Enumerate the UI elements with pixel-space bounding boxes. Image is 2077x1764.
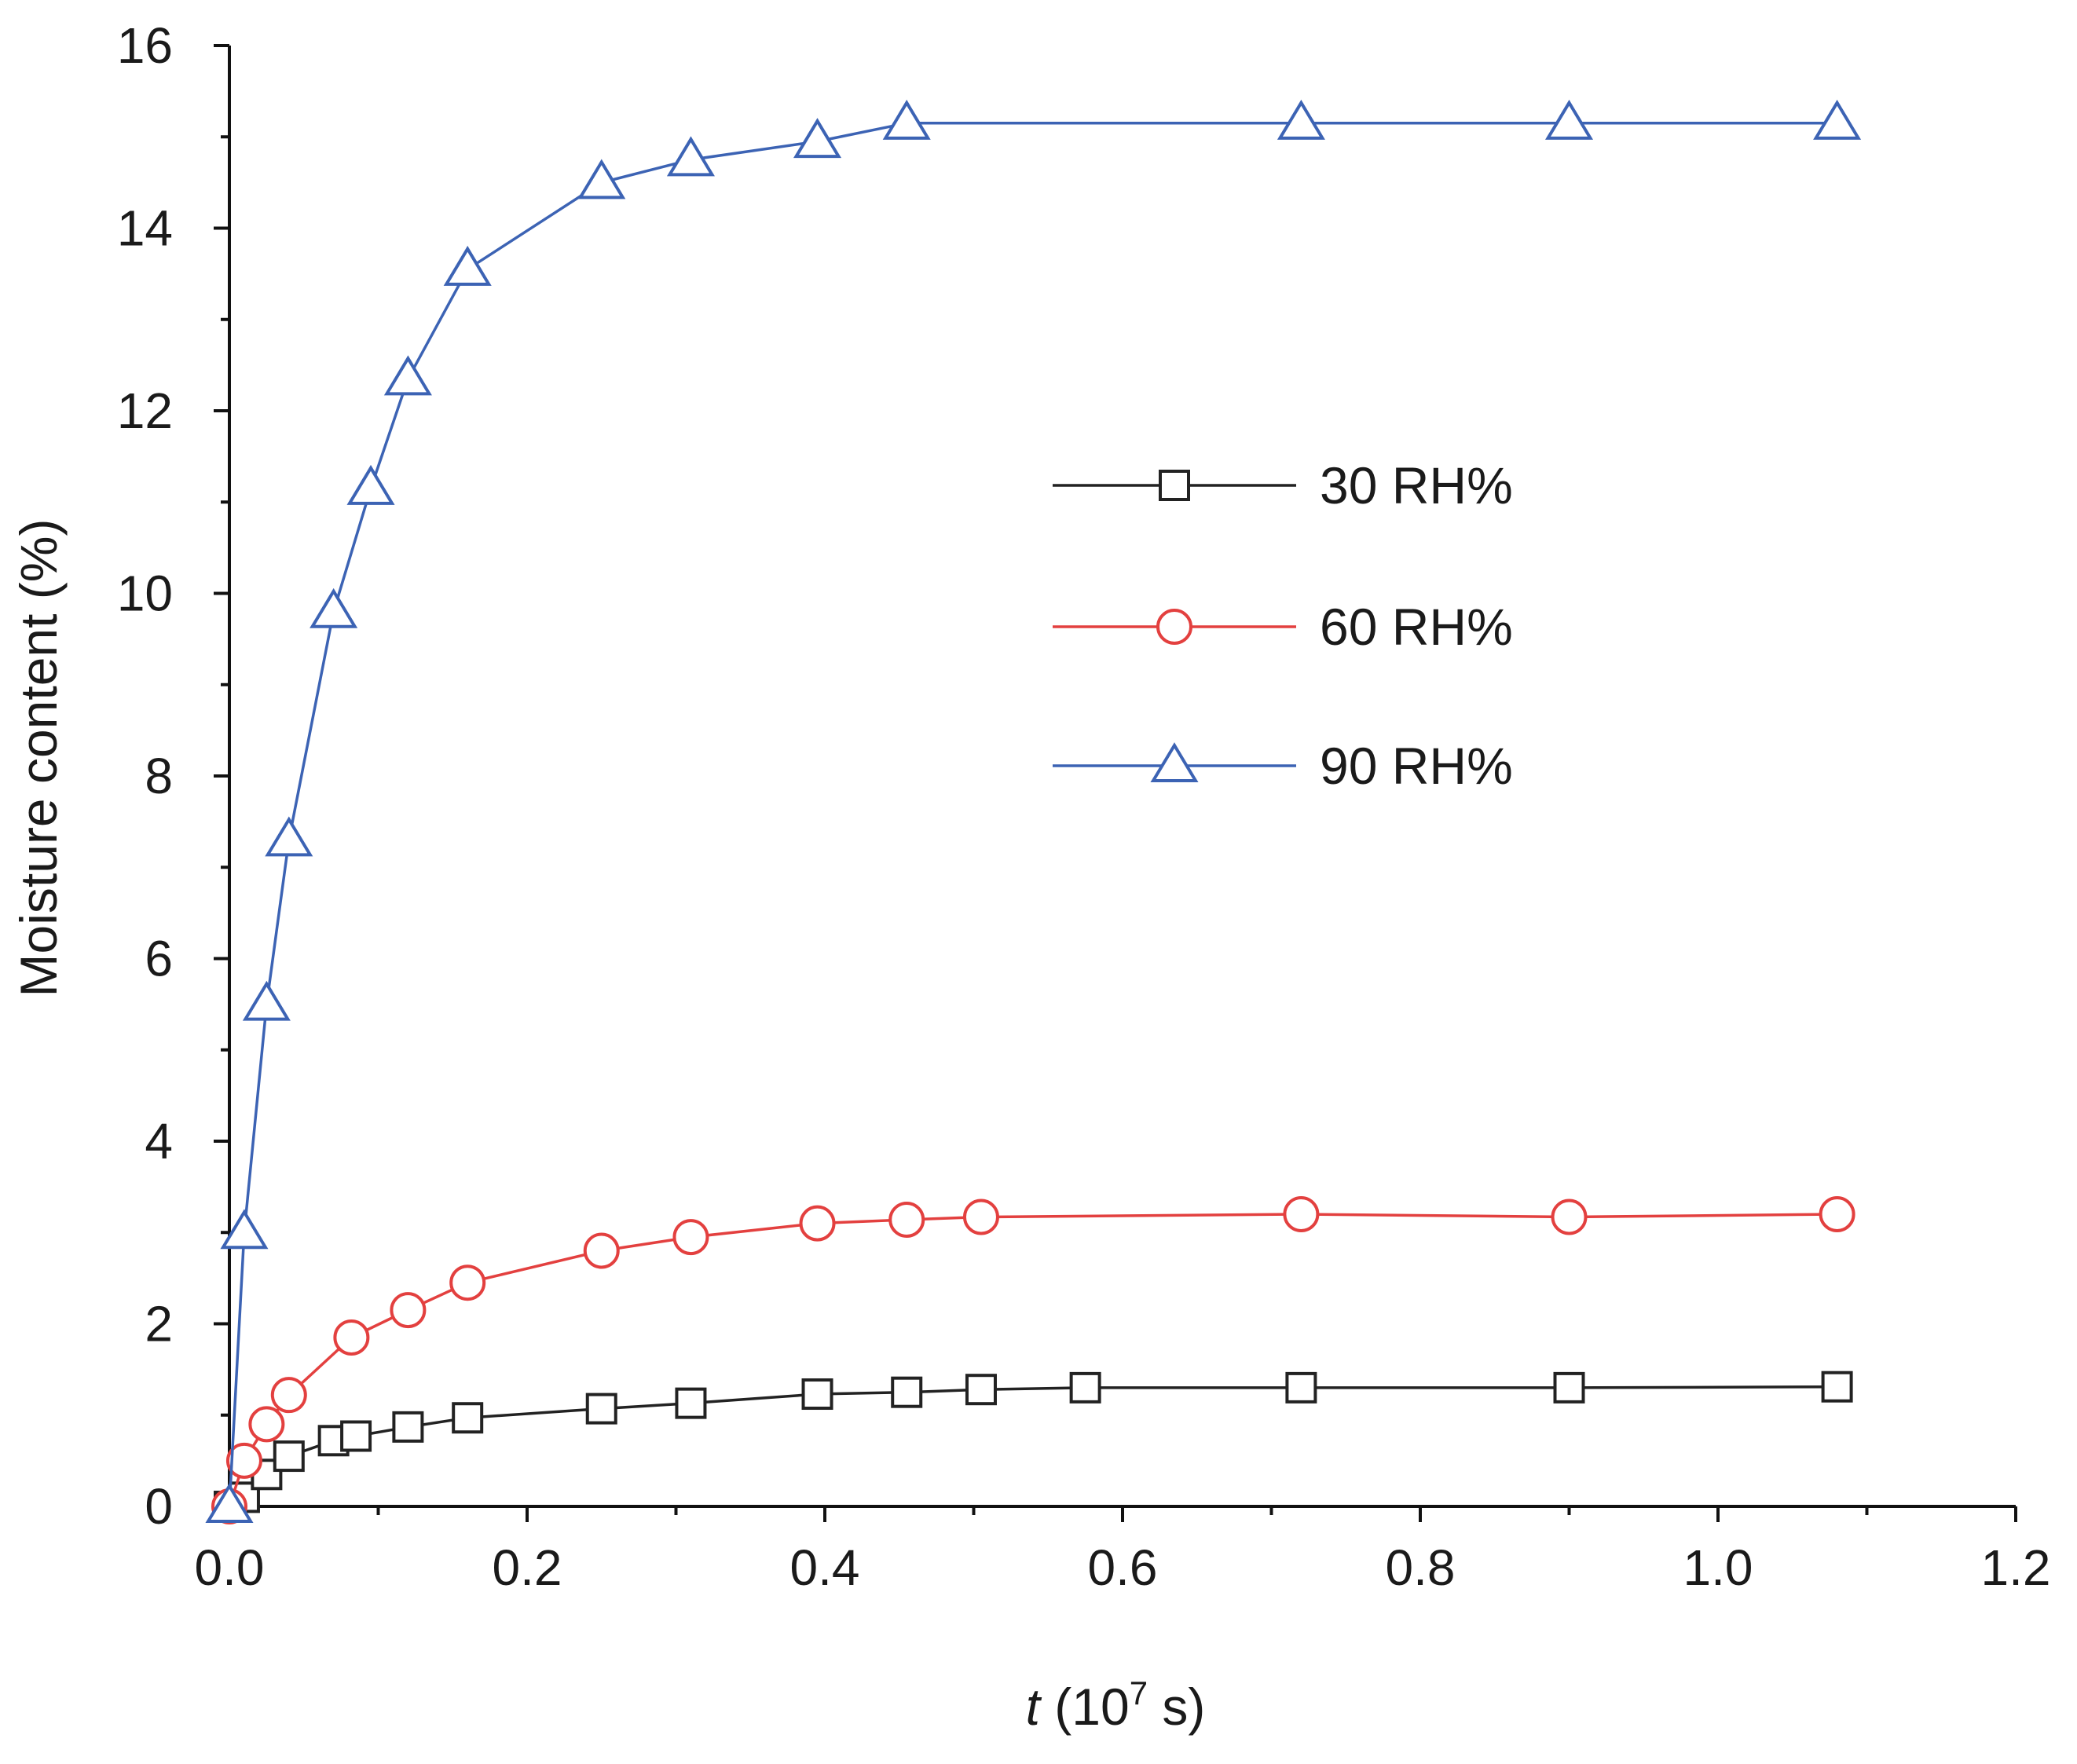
series-line-60-rh [228, 1213, 1837, 1507]
data-point-60-rh [1551, 1199, 1588, 1235]
legend-entry-60-rh: 60 RH% [1053, 598, 1513, 656]
x-tick-label: 0.0 [195, 1539, 265, 1596]
y-tick-label: 6 [145, 931, 173, 987]
legend: 30 RH% 60 RH% 90 RH% [1053, 456, 1513, 795]
data-point-90-rh [793, 118, 842, 159]
data-point-60-rh [270, 1377, 307, 1414]
data-point-30-rh [1821, 1371, 1853, 1403]
y-tick-label: 2 [145, 1296, 173, 1352]
x-axis-title: t (107 s) [1026, 1674, 1206, 1736]
y-axis-title: Moisture content (%) [9, 519, 68, 997]
data-point-90-rh [220, 1209, 269, 1250]
data-point-90-rh [383, 355, 432, 396]
data-point-30-rh [273, 1440, 305, 1473]
data-point-60-rh [390, 1292, 427, 1329]
series-layer [205, 99, 1862, 1524]
series-30-rh [214, 1371, 1853, 1522]
data-point-60-rh [1283, 1196, 1320, 1232]
legend-label: 30 RH% [1320, 456, 1513, 514]
data-point-30-rh [801, 1378, 833, 1411]
data-point-90-rh [1813, 99, 1862, 140]
data-point-30-rh [452, 1402, 484, 1434]
legend-entry-90-rh: 90 RH% [1053, 737, 1513, 795]
data-point-90-rh [205, 1483, 254, 1523]
data-point-90-rh [1277, 99, 1325, 140]
data-point-90-rh [882, 99, 931, 140]
data-point-30-rh [1285, 1371, 1317, 1404]
x-axis-title-suffix: s) [1148, 1678, 1205, 1736]
legend-marker [1159, 470, 1190, 501]
x-axis-title-exponent: 7 [1130, 1674, 1148, 1711]
legend-marker [1150, 742, 1199, 782]
y-tick-label: 0 [145, 1478, 173, 1535]
x-axis-title-variable: t [1026, 1678, 1042, 1736]
data-point-60-rh [449, 1264, 486, 1301]
y-tick-label: 4 [145, 1113, 173, 1169]
legend-label: 90 RH% [1320, 737, 1513, 795]
data-point-90-rh [242, 980, 291, 1021]
y-tick-label: 14 [117, 200, 173, 257]
data-point-90-rh [666, 136, 715, 177]
data-point-90-rh [346, 464, 395, 505]
y-tick-label: 16 [117, 17, 173, 74]
data-point-30-rh [392, 1411, 424, 1443]
y-tick-label: 8 [145, 748, 173, 804]
y-tick-label: 10 [117, 565, 173, 622]
data-point-60-rh [225, 1442, 262, 1479]
x-axis-title-prefix: (10 [1040, 1678, 1130, 1736]
data-point-30-rh [585, 1393, 617, 1425]
x-tick-label: 0.8 [1386, 1539, 1456, 1596]
series-60-rh [211, 1196, 1855, 1524]
data-point-60-rh [333, 1319, 370, 1356]
data-point-60-rh [1819, 1196, 1855, 1232]
data-point-60-rh [962, 1199, 999, 1235]
data-point-60-rh [583, 1232, 620, 1269]
data-point-30-rh [1069, 1371, 1101, 1404]
legend-marker [1156, 609, 1192, 645]
x-tick-label: 0.6 [1088, 1539, 1158, 1596]
data-point-90-rh [443, 245, 492, 286]
data-point-90-rh [265, 816, 313, 857]
data-point-90-rh [310, 587, 358, 628]
data-point-60-rh [888, 1201, 925, 1238]
legend-label: 60 RH% [1320, 598, 1513, 656]
y-tick-label: 12 [117, 382, 173, 439]
legend-entry-30-rh: 30 RH% [1053, 456, 1513, 514]
data-point-60-rh [248, 1406, 285, 1443]
x-tick-label: 0.2 [493, 1539, 562, 1596]
data-point-60-rh [672, 1219, 709, 1256]
data-point-90-rh [1544, 99, 1594, 140]
data-point-30-rh [965, 1374, 997, 1406]
x-tick-label: 1.2 [1981, 1539, 2051, 1596]
data-point-30-rh [340, 1420, 372, 1452]
data-point-30-rh [675, 1387, 707, 1419]
axes: 0.0 0.2 0.4 0.6 0.8 1.0 1.2 0 2 4 6 8 10 12 14 16 [117, 17, 2051, 1596]
data-point-30-rh [1553, 1371, 1585, 1404]
data-point-30-rh [891, 1376, 923, 1408]
data-point-90-rh [577, 159, 626, 199]
x-tick-label: 0.4 [790, 1539, 860, 1596]
x-tick-label: 1.0 [1683, 1539, 1753, 1596]
data-point-60-rh [799, 1205, 836, 1242]
series-90-rh [205, 99, 1862, 1523]
